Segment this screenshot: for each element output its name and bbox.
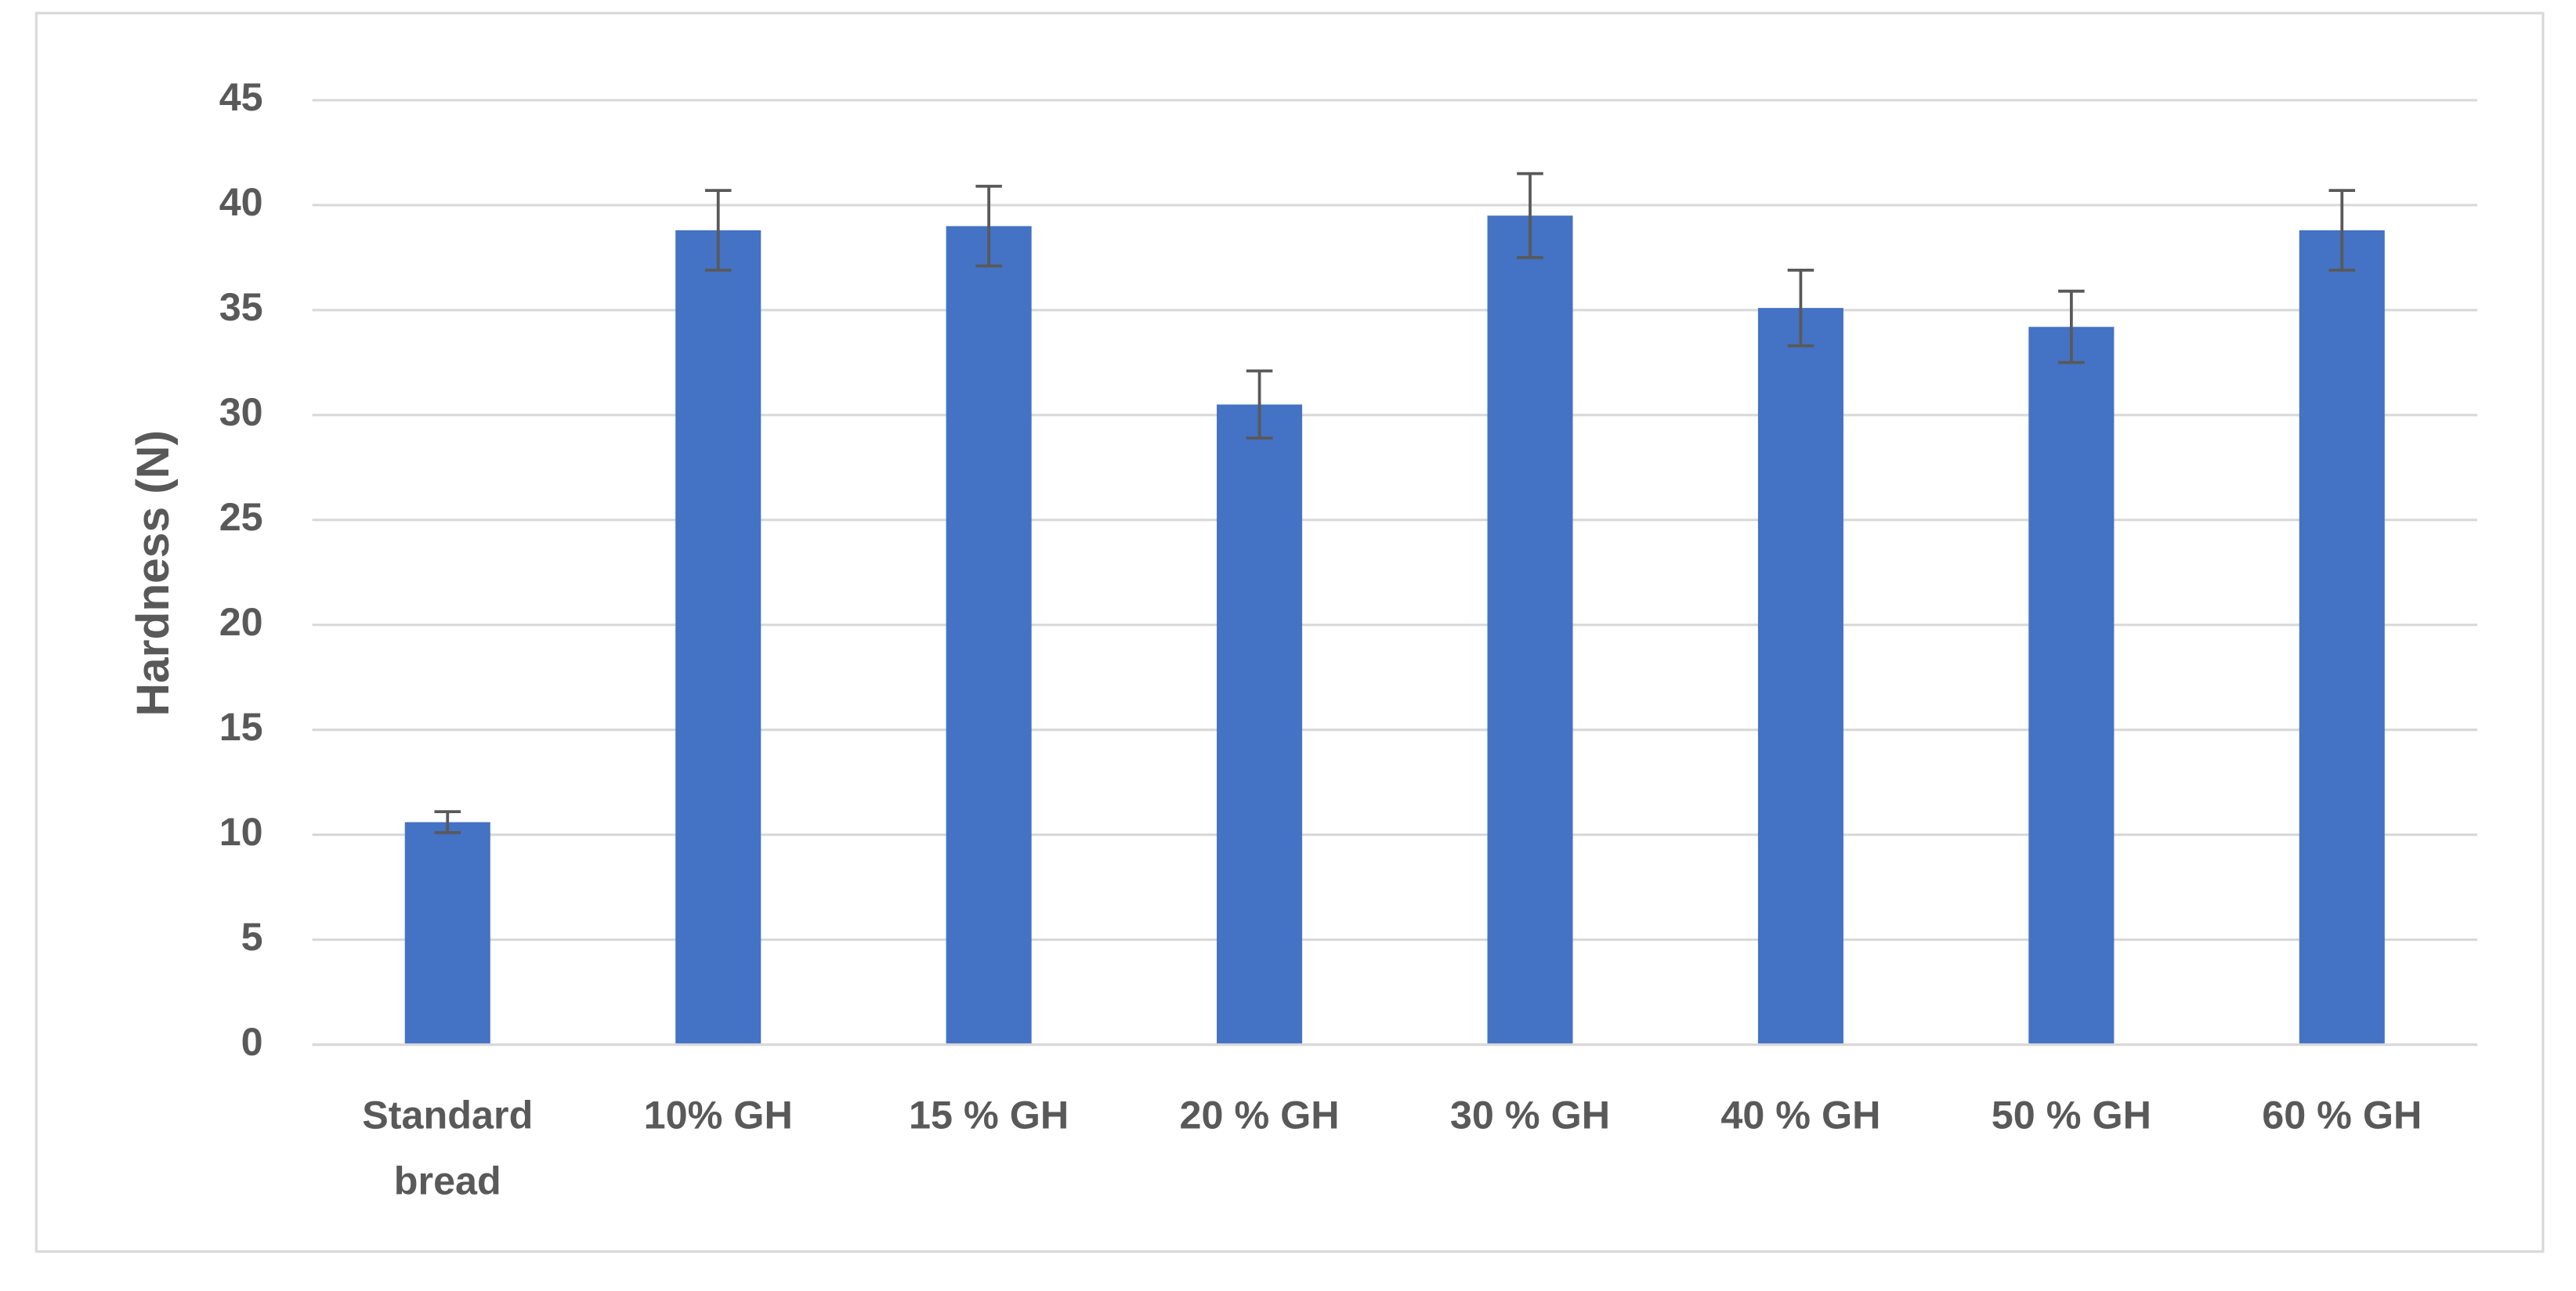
bar [1757, 308, 1843, 1045]
y-tick-label: 30 [219, 389, 263, 434]
y-tick-label: 0 [241, 1019, 263, 1064]
y-tick-label: 45 [219, 74, 263, 119]
x-tick-label: 30 % GH [1449, 1094, 1611, 1139]
bar [675, 230, 762, 1045]
x-tick-label: 10% GH [643, 1094, 793, 1139]
bar [2028, 327, 2115, 1045]
bar [404, 822, 490, 1045]
y-tick-label: 15 [219, 704, 263, 749]
x-tick: 15 % GH [909, 1094, 1069, 1139]
y-tick-label: 35 [219, 284, 263, 329]
x-tick: 30 % GH [1449, 1094, 1611, 1139]
bar [2299, 230, 2385, 1045]
x-tick-label: 40 % GH [1720, 1094, 1881, 1139]
x-tick-label: 60 % GH [2262, 1094, 2422, 1139]
x-tick: 60 % GH [2262, 1094, 2422, 1139]
bar [1487, 215, 1573, 1045]
x-tick: 10% GH [643, 1094, 793, 1139]
y-tick-label: 40 [219, 179, 263, 224]
x-tick-label: 20 % GH [1179, 1094, 1340, 1139]
x-tick: Standard bread [362, 1094, 534, 1204]
x-tick: 50 % GH [1991, 1094, 2151, 1139]
y-axis-title: Hardness (N) [128, 430, 179, 716]
x-tick: 20 % GH [1179, 1094, 1340, 1139]
x-tick: 40 % GH [1720, 1094, 1881, 1139]
y-tick-label: 20 [219, 599, 263, 644]
y-tick-label: 25 [219, 494, 263, 539]
y-tick-label: 10 [219, 809, 263, 854]
bar [1217, 404, 1303, 1045]
y-tick-label: 5 [241, 914, 263, 959]
x-tick-label: 50 % GH [1991, 1094, 2151, 1139]
x-tick-label: 15 % GH [909, 1094, 1069, 1139]
bar [946, 226, 1032, 1045]
x-tick-label: Standard bread [362, 1094, 534, 1204]
